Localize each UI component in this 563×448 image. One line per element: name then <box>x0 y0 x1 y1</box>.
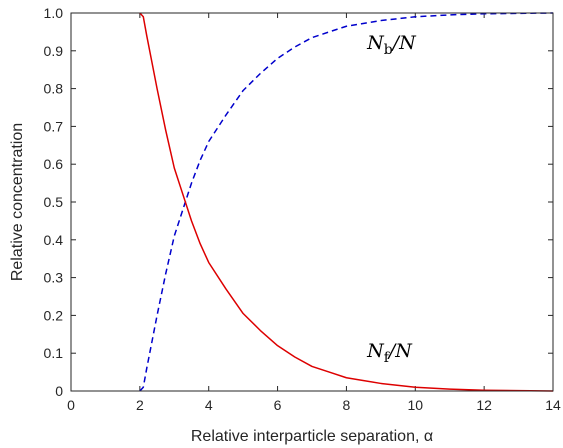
x-tick-label: 0 <box>67 397 75 413</box>
annotation-nf: Nf/N <box>366 340 413 366</box>
x-axis-label: Relative interparticle separation, α <box>191 428 433 445</box>
y-axis-label: Relative concentration <box>9 123 26 281</box>
series-line-free <box>139 12 554 392</box>
y-tick-label: 1.0 <box>44 5 64 21</box>
plot-area <box>71 13 553 391</box>
plot-frame <box>70 12 554 392</box>
y-tick-label: 0.5 <box>44 194 64 210</box>
series-layer <box>139 12 554 392</box>
x-tick-label: 14 <box>545 397 561 413</box>
annotation-nb: Nb/N <box>366 32 417 58</box>
y-tick-label: 0 <box>55 383 63 399</box>
y-tick-label: 0.4 <box>44 232 64 248</box>
x-tick-label: 6 <box>274 397 282 413</box>
y-tick-label: 0.2 <box>44 307 64 323</box>
series-line-bound <box>139 12 554 392</box>
x-tick-label: 2 <box>136 397 144 413</box>
annotations: Nb/N Nf/N <box>366 32 417 366</box>
x-tick-label: 10 <box>407 397 423 413</box>
x-tick-label: 8 <box>343 397 351 413</box>
x-tick-label: 12 <box>476 397 492 413</box>
y-tick-label: 0.3 <box>44 270 64 286</box>
y-tick-label: 0.9 <box>44 43 64 59</box>
y-tick-label: 0.7 <box>44 118 64 134</box>
y-tick-label: 0.1 <box>44 345 64 361</box>
x-tick-label: 4 <box>205 397 213 413</box>
y-tick-label: 0.8 <box>44 81 64 97</box>
y-tick-label: 0.6 <box>44 156 64 172</box>
